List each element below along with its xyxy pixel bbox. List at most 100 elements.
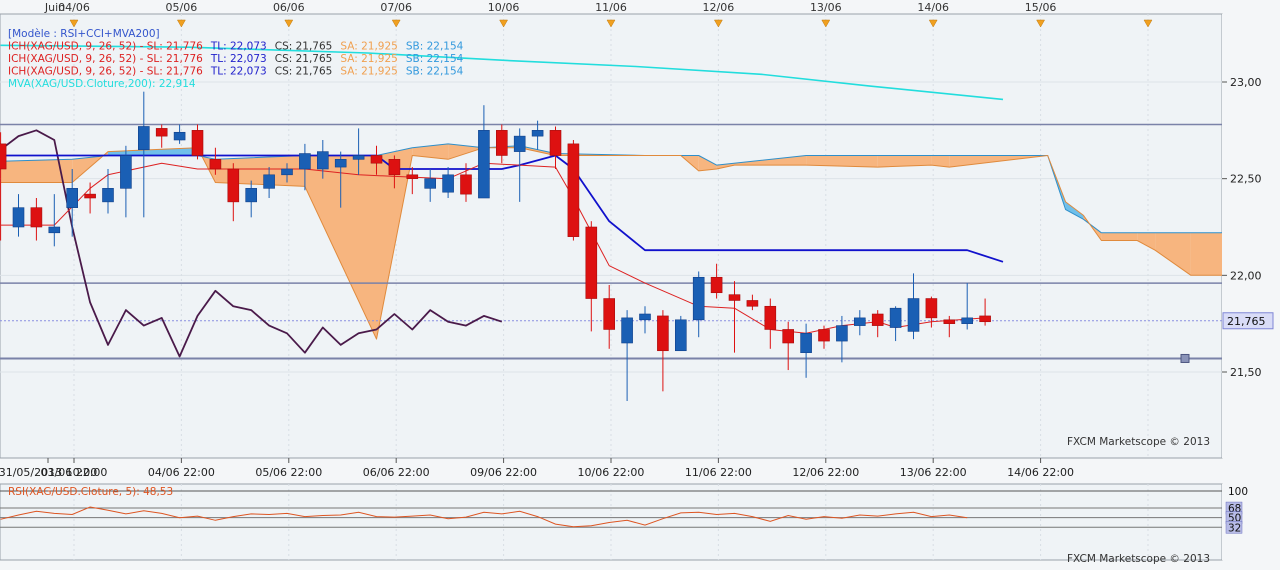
- candle-down: [979, 298, 991, 326]
- candle-body: [674, 319, 687, 352]
- cloud-segment-bearish: [1137, 232, 1156, 251]
- candle-body: [30, 207, 43, 228]
- cloud-segment-bullish: [1065, 201, 1084, 220]
- candle-body: [173, 131, 186, 141]
- date-marker: [821, 19, 831, 28]
- candle-body: [245, 188, 257, 203]
- y-tick-label: 23,00: [1230, 76, 1262, 89]
- candle-body: [549, 130, 562, 156]
- cloud-segment-bearish: [877, 155, 932, 168]
- candle-down: [567, 140, 580, 241]
- senkou-span-b-line: [0, 147, 1245, 340]
- x-tick-label: 06/06 22:00: [363, 466, 430, 479]
- cloud-segment-bearish: [931, 155, 950, 168]
- candle-down: [746, 294, 759, 311]
- candle-down: [30, 198, 43, 241]
- legend-part: SB: 22,154: [406, 66, 464, 78]
- candle-body: [191, 130, 204, 156]
- horizontal-lines[interactable]: [0, 123, 1222, 363]
- candle-body: [585, 226, 598, 299]
- legend-part: TL: 22,073: [210, 66, 267, 78]
- y-tick-label: 22,00: [1230, 269, 1262, 282]
- date-label: 13/06: [810, 1, 842, 14]
- date-label: Juin: [44, 1, 65, 14]
- candle-body: [48, 226, 61, 234]
- candle-up: [889, 306, 902, 342]
- legend-part: SA: 21,925: [340, 41, 397, 53]
- cloud-segment-bearish: [698, 155, 717, 171]
- current-price-label: 21,765: [1227, 315, 1266, 328]
- cloud-segment-bearish: [448, 143, 484, 160]
- x-tick-label: 13/06 22:00: [900, 466, 967, 479]
- candle-down: [84, 182, 96, 214]
- candle-body: [102, 188, 114, 203]
- candle-body: [853, 317, 866, 326]
- candle-down: [406, 167, 419, 195]
- candle-up: [66, 169, 78, 237]
- x-tick-label: 09/06 22:00: [470, 466, 537, 479]
- candle-up: [281, 163, 293, 183]
- candle-up: [692, 271, 705, 338]
- candle-body: [692, 276, 705, 321]
- x-tick-label: 10/06 22:00: [578, 466, 645, 479]
- chikou-span-line: [0, 129, 503, 358]
- candle-body: [316, 151, 329, 170]
- candle-up: [245, 180, 257, 218]
- candle-down: [227, 163, 240, 222]
- legend-part: ICH(XAG/USD, 9, 26, 52) - SL: 21,776: [8, 66, 203, 78]
- candle-body: [567, 143, 580, 237]
- candle-body: [352, 155, 365, 160]
- legend-part: SA: 21,925: [340, 53, 397, 65]
- date-label: 04/06: [58, 1, 90, 14]
- candle-down: [495, 124, 508, 164]
- candle-up: [478, 105, 490, 199]
- candle-up: [800, 323, 812, 378]
- candle-up: [102, 169, 114, 214]
- candle-up: [334, 151, 347, 208]
- date-marker: [69, 19, 79, 28]
- candle-down: [370, 145, 383, 175]
- candle-body: [621, 317, 633, 344]
- candle-up: [531, 120, 544, 150]
- candle-up: [12, 194, 25, 237]
- legend-line: ICH(XAG/USD, 9, 26, 52) - SL: 21,776 TL: …: [8, 66, 464, 78]
- candle-up: [316, 140, 329, 179]
- cloud-segment-bearish: [304, 155, 377, 340]
- legend-part: SA: 21,925: [340, 66, 397, 78]
- legend-part: TL: 22,073: [210, 53, 267, 65]
- candle-up: [352, 128, 365, 175]
- legend-part: SB: 22,154: [406, 41, 464, 53]
- candle-body: [120, 155, 132, 189]
- legend-part: CS: 21,765: [275, 53, 333, 65]
- x-tick-label: 03/06 22:00: [41, 466, 108, 479]
- cloud-segment-bearish: [1155, 232, 1191, 276]
- candle-body: [531, 130, 544, 137]
- candle-body: [639, 313, 651, 321]
- candle-up: [120, 145, 132, 218]
- candle-down: [191, 124, 204, 160]
- candle-body: [746, 300, 759, 307]
- legend-part: CS: 21,765: [275, 41, 333, 53]
- cloud-segment-bearish: [1101, 232, 1138, 241]
- candle-down: [728, 281, 741, 353]
- x-tick-label: 04/06 22:00: [148, 466, 215, 479]
- candle-up: [513, 128, 526, 202]
- candle-body: [12, 207, 25, 228]
- candle-body: [889, 307, 902, 328]
- candle-down: [603, 285, 616, 349]
- candle-down: [585, 221, 598, 332]
- candle-body: [227, 168, 240, 203]
- date-label: 12/06: [703, 1, 735, 14]
- x-tick-label: 05/06 22:00: [255, 466, 322, 479]
- date-marker: [499, 19, 509, 28]
- candle-down: [764, 298, 777, 349]
- line-drag-handle[interactable]: [1180, 353, 1190, 363]
- candle-body: [818, 329, 830, 342]
- cloud-segment-bearish: [806, 155, 878, 168]
- candle-down: [460, 163, 472, 202]
- candle-down: [782, 321, 795, 371]
- candle-body: [871, 313, 884, 326]
- legend-line: ICH(XAG/USD, 9, 26, 52) - SL: 21,776 TL: …: [8, 41, 464, 53]
- candle-body: [764, 305, 777, 330]
